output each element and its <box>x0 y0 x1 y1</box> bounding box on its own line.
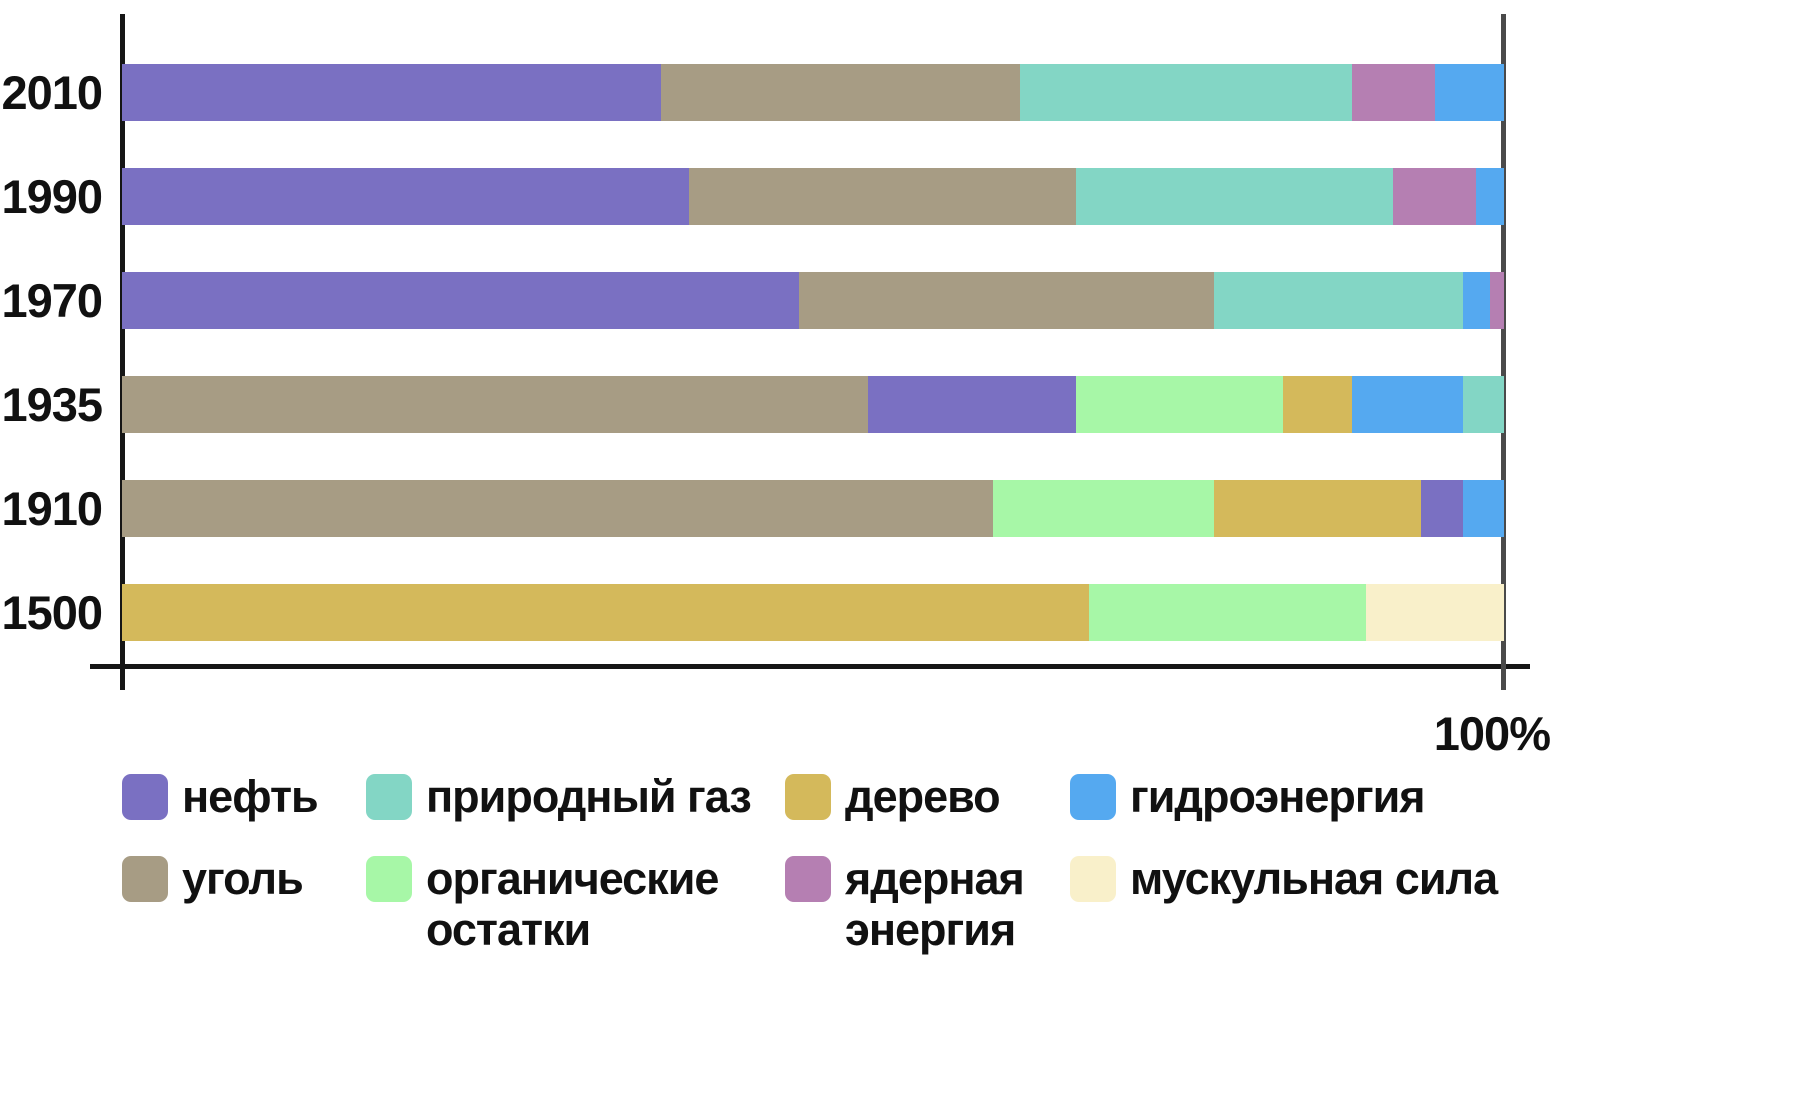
legend-item-gas: природный газ <box>366 771 785 822</box>
stacked-bar <box>122 64 1504 121</box>
bar-segment-wood <box>122 584 1090 641</box>
legend-label: нефть <box>182 771 319 822</box>
x-axis-line <box>90 664 1530 669</box>
bar-segment-gas <box>1462 376 1504 433</box>
bar-segment-wood <box>1282 376 1352 433</box>
legend-item-organic: органические остатки <box>366 854 785 955</box>
legend-swatch-muscle <box>1070 856 1116 903</box>
bar-row-1990: 1990 <box>0 168 1504 225</box>
legend-label: природный газ <box>426 771 752 822</box>
legend-swatch-hydro <box>1070 774 1116 820</box>
bar-segment-oil <box>868 376 1076 433</box>
bar-segment-nuclear <box>1393 168 1477 225</box>
legend-swatch-oil <box>122 774 168 820</box>
bar-segment-wood <box>1213 480 1422 537</box>
bar-segment-hydro <box>1462 480 1504 537</box>
bar-segment-nuclear <box>1490 272 1504 329</box>
year-label: 1910 <box>1 482 103 535</box>
stacked-bar <box>122 272 1504 329</box>
bar-segment-gas <box>1213 272 1463 329</box>
year-label: 1935 <box>1 378 103 431</box>
bar-segment-coal <box>122 376 869 433</box>
bar-segment-hydro <box>1434 64 1504 121</box>
bar-segment-hydro <box>1351 376 1463 433</box>
stacked-bar <box>122 584 1504 641</box>
bar-row-2010: 2010 <box>0 64 1504 121</box>
bar-row-1500: 1500 <box>0 584 1504 641</box>
bar-segment-oil <box>122 272 800 329</box>
bar-segment-oil <box>122 64 661 121</box>
hundred-percent-gridline <box>1501 14 1506 690</box>
stacked-bar <box>122 168 1504 225</box>
stacked-bar <box>122 480 1504 537</box>
legend-label: гидроэнергия <box>1130 771 1426 822</box>
legend: нефть природный газ дерево гидроэнергия угол… <box>122 771 1762 955</box>
legend-label: ядерная энергия <box>845 853 1025 955</box>
legend-item-oil: нефть <box>122 771 366 822</box>
bar-segment-hydro <box>1462 272 1491 329</box>
bar-segment-coal <box>799 272 1214 329</box>
legend-label: мускульная сила <box>1130 853 1498 905</box>
legend-item-wood: дерево <box>785 771 1070 822</box>
bar-segment-nuclear <box>1351 64 1435 121</box>
legend-swatch-wood <box>785 774 831 820</box>
stacked-bar <box>122 376 1504 433</box>
year-label: 2010 <box>1 66 103 119</box>
bar-row-1935: 1935 <box>0 376 1504 433</box>
year-label: 1500 <box>1 586 103 639</box>
year-label: 1970 <box>1 274 103 327</box>
bars-area: 2010 1990 1970 1935 1910 1500 <box>0 64 1504 688</box>
legend-item-nuclear: ядерная энергия <box>785 854 1070 955</box>
bar-segment-organic <box>1089 584 1366 641</box>
bar-segment-organic <box>992 480 1214 537</box>
bar-segment-coal <box>660 64 1021 121</box>
bar-row-1970: 1970 <box>0 272 1504 329</box>
legend-swatch-nuclear <box>785 856 831 903</box>
bar-segment-oil <box>122 168 689 225</box>
bar-row-1910: 1910 <box>0 480 1504 537</box>
bar-segment-gas <box>1075 168 1394 225</box>
legend-swatch-coal <box>122 856 168 903</box>
bar-segment-gas <box>1020 64 1352 121</box>
legend-label: уголь <box>182 853 304 905</box>
legend-swatch-gas <box>366 774 412 820</box>
legend-item-muscle: мускульная сила <box>1070 853 1762 955</box>
legend-item-coal: уголь <box>122 853 366 955</box>
bar-segment-coal <box>122 480 993 537</box>
bar-segment-oil <box>1421 480 1463 537</box>
bar-segment-organic <box>1075 376 1283 433</box>
bar-segment-hydro <box>1476 168 1504 225</box>
bar-segment-muscle <box>1365 584 1504 641</box>
legend-label: дерево <box>845 771 1001 822</box>
year-label: 1990 <box>1 170 103 223</box>
bar-segment-coal <box>688 168 1076 225</box>
legend-swatch-organic <box>366 856 412 903</box>
x-axis-max-label: 100% <box>1433 707 1551 760</box>
y-axis-line <box>120 14 125 690</box>
legend-item-hydro: гидроэнергия <box>1070 771 1762 822</box>
legend-label: органические остатки <box>426 853 719 955</box>
